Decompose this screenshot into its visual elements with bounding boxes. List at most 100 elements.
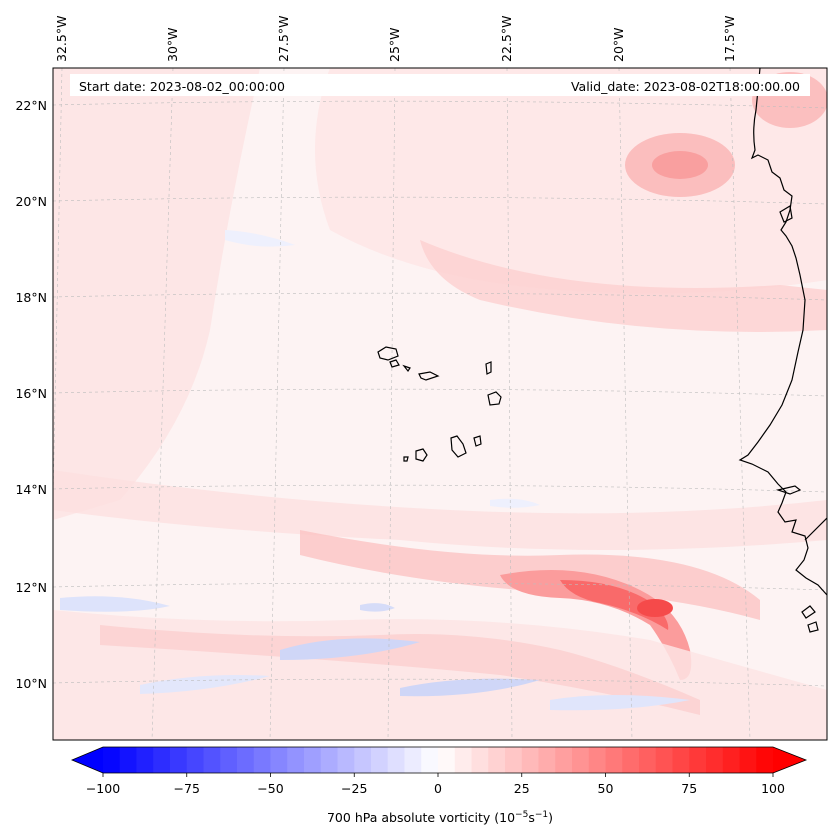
colorbar-tick-label: −75 bbox=[174, 781, 200, 796]
island-sao-vicente bbox=[389, 359, 400, 368]
colorbar-cell bbox=[471, 747, 489, 773]
colorbar-cell bbox=[404, 747, 422, 773]
senegal-south-coast bbox=[804, 517, 827, 541]
colorbar-cell bbox=[421, 747, 439, 773]
colorbar-tick-label: 75 bbox=[681, 781, 697, 796]
colorbar-tick-label: −100 bbox=[86, 781, 120, 796]
coast-fragment bbox=[779, 205, 793, 223]
island-santiago bbox=[450, 435, 467, 458]
lon-label-27-5w: 27.5°W bbox=[276, 16, 291, 62]
colorbar-cell bbox=[371, 747, 389, 773]
info-banner bbox=[70, 74, 810, 96]
lat-label-16n: 16°N bbox=[15, 386, 47, 401]
colorbar-cell bbox=[605, 747, 623, 773]
lon-label-30w: 30°W bbox=[165, 27, 180, 62]
colorbar-title-mid: s bbox=[528, 810, 535, 825]
colorbar-cell bbox=[119, 747, 137, 773]
colorbar-cell bbox=[538, 747, 556, 773]
colorbar-cell bbox=[253, 747, 271, 773]
colorbar-cell bbox=[203, 747, 221, 773]
cape-verde-islands bbox=[377, 346, 502, 462]
colorbar-extend-high bbox=[773, 747, 806, 773]
colorbar-title-end: ) bbox=[548, 810, 553, 825]
colorbar-title: 700 hPa absolute vorticity (10−5s−1) bbox=[327, 810, 553, 825]
colorbar-cell bbox=[304, 747, 322, 773]
colorbar-tick-label: −50 bbox=[257, 781, 283, 796]
lon-label-32-5w: 32.5°W bbox=[54, 16, 69, 62]
island-sal bbox=[485, 361, 492, 375]
lon-label-17-5w: 17.5°W bbox=[722, 16, 737, 62]
colorbar-cell bbox=[588, 747, 606, 773]
colorbar: −100 −75 −50 −25 0 25 50 75 100 700 hPa absolute… bbox=[70, 746, 808, 825]
colorbar-cell bbox=[153, 747, 171, 773]
lat-label-20n: 20°N bbox=[15, 194, 47, 209]
colorbar-tick-label: 25 bbox=[514, 781, 530, 796]
bijagos-islands bbox=[801, 605, 819, 633]
colorbar-cell bbox=[337, 747, 355, 773]
island-fogo bbox=[415, 448, 428, 462]
lat-label-14n: 14°N bbox=[15, 482, 47, 497]
colorbar-title-exp2: −1 bbox=[535, 810, 548, 820]
latitude-labels: 22°N 20°N 18°N 16°N 14°N 12°N 10°N bbox=[15, 98, 47, 691]
lon-label-25w: 25°W bbox=[387, 27, 402, 62]
colorbar-tick-label: 50 bbox=[598, 781, 614, 796]
island-sao-nicolau bbox=[418, 371, 440, 381]
colorbar-cell bbox=[354, 747, 372, 773]
colorbar-cell bbox=[220, 747, 238, 773]
colorbar-extend-low bbox=[72, 747, 103, 773]
colorbar-cell bbox=[454, 747, 472, 773]
colorbar-cell bbox=[237, 747, 255, 773]
lat-label-18n: 18°N bbox=[15, 290, 47, 305]
colorbar-cell bbox=[555, 747, 573, 773]
colorbar-cell bbox=[722, 747, 740, 773]
colorbar-tick-label: −25 bbox=[341, 781, 367, 796]
africa-coastline bbox=[738, 68, 827, 596]
lat-label-10n: 10°N bbox=[15, 676, 47, 691]
colorbar-cell bbox=[672, 747, 690, 773]
valid-date-label: Valid_date: 2023-08-02T18:00:00.00 bbox=[571, 79, 800, 94]
colorbar-cell bbox=[655, 747, 673, 773]
lon-label-20w: 20°W bbox=[611, 27, 626, 62]
island-santa-luzia bbox=[402, 364, 411, 373]
lat-label-22n: 22°N bbox=[15, 98, 47, 113]
colorbar-cell bbox=[521, 747, 539, 773]
colorbar-cell bbox=[136, 747, 154, 773]
colorbar-cell bbox=[170, 747, 188, 773]
colorbar-cell bbox=[505, 747, 523, 773]
colorbar-cell bbox=[287, 747, 305, 773]
colorbar-cell bbox=[706, 747, 724, 773]
colorbar-cell bbox=[572, 747, 590, 773]
colorbar-tick-label: 100 bbox=[761, 781, 785, 796]
island-brava bbox=[403, 456, 409, 462]
colorbar-cell bbox=[387, 747, 405, 773]
colorbar-cell bbox=[270, 747, 288, 773]
lon-label-22-5w: 22.5°W bbox=[499, 16, 514, 62]
start-date-label: Start date: 2023-08-02_00:00:00 bbox=[79, 79, 285, 94]
vorticity-field bbox=[53, 68, 827, 740]
colorbar-title-exp: −5 bbox=[515, 810, 528, 820]
colorbar-cell bbox=[689, 747, 707, 773]
coastlines bbox=[738, 68, 827, 633]
colorbar-cell bbox=[639, 747, 657, 773]
colorbar-cell bbox=[756, 747, 774, 773]
colorbar-cell bbox=[488, 747, 506, 773]
colorbar-cell bbox=[438, 747, 456, 773]
colorbar-cells bbox=[103, 747, 774, 773]
map-frame bbox=[52, 67, 828, 741]
colorbar-tick-label: 0 bbox=[434, 781, 442, 796]
island-maio bbox=[473, 435, 482, 447]
colorbar-cell bbox=[186, 747, 204, 773]
colorbar-cell bbox=[622, 747, 640, 773]
colorbar-cell bbox=[739, 747, 757, 773]
colorbar-title-main: 700 hPa absolute vorticity (10 bbox=[327, 810, 515, 825]
island-boa-vista bbox=[487, 391, 502, 406]
lat-label-12n: 12°N bbox=[15, 580, 47, 595]
colorbar-cell bbox=[320, 747, 338, 773]
island-santo-antao bbox=[377, 346, 399, 361]
gambia-inlet bbox=[775, 485, 802, 495]
longitude-labels: 32.5°W 30°W 27.5°W 25°W 22.5°W 20°W 17.5… bbox=[54, 16, 737, 62]
colorbar-cell bbox=[103, 747, 121, 773]
colorbar-ticks: −100 −75 −50 −25 0 25 50 75 100 bbox=[86, 773, 785, 796]
map-gridlines bbox=[53, 68, 827, 740]
